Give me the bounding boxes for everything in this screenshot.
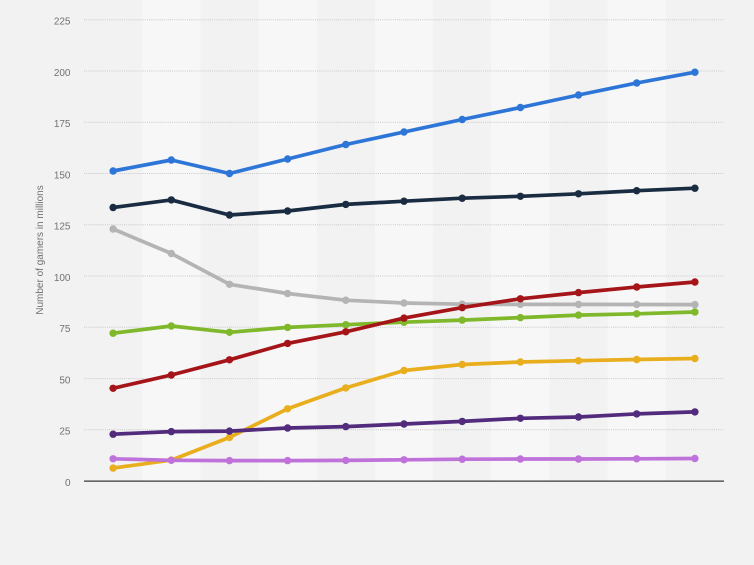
- svg-text:0: 0: [65, 478, 71, 489]
- svg-text:150: 150: [54, 170, 71, 181]
- svg-text:125: 125: [54, 222, 71, 233]
- svg-text:75: 75: [59, 324, 71, 335]
- svg-text:Number of gamers in millions: Number of gamers in millions: [35, 185, 46, 315]
- svg-text:100: 100: [54, 273, 71, 284]
- svg-text:200: 200: [54, 68, 71, 79]
- svg-text:175: 175: [54, 119, 71, 130]
- svg-text:50: 50: [59, 376, 71, 387]
- svg-text:225: 225: [54, 17, 71, 28]
- svg-text:25: 25: [59, 427, 71, 438]
